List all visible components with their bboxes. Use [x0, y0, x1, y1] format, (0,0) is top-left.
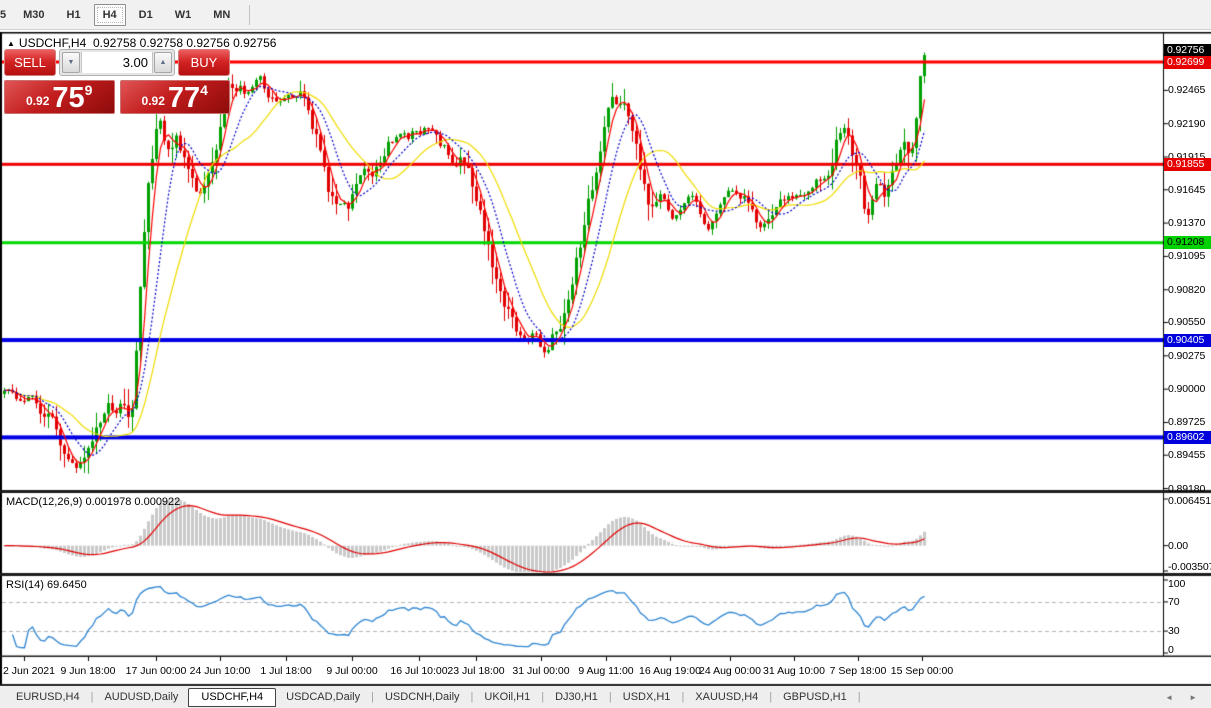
- chart-tab-eurusd[interactable]: EURUSD,H4: [16, 691, 80, 703]
- tab-separator: |: [90, 691, 94, 703]
- sell-price-base: 0.92: [26, 94, 50, 108]
- chart-tab-bar: EURUSD,H4 | AUDUSD,Daily USDCHF,H4 USDCAD,Da…: [0, 686, 1211, 708]
- timeframe-d1-button[interactable]: D1: [138, 8, 153, 21]
- macd-panel-region[interactable]: [0, 493, 1163, 573]
- chart-tab-usdcnh[interactable]: USDCNH,Daily: [384, 691, 460, 703]
- buy-price-base: 0.92: [141, 94, 165, 108]
- chart-header: ▲ USDCHF,H4 0.92758 0.92758 0.92756 0.927…: [7, 36, 276, 50]
- tab-separator: |: [608, 691, 612, 703]
- sell-price-point: 9: [84, 82, 93, 98]
- buy-price-pips: 77: [167, 82, 201, 114]
- tab-separator: |: [541, 691, 545, 703]
- tab-separator: |: [769, 691, 773, 703]
- chart-tab-audusd[interactable]: AUDUSD,Daily: [104, 691, 179, 703]
- chart-tab-usdcad[interactable]: USDCAD,Daily: [286, 691, 361, 703]
- sell-price-tile[interactable]: 0.92 75 9: [4, 80, 115, 114]
- chart-symbol-period: USDCHF,H4: [18, 36, 87, 50]
- rsi-panel-region[interactable]: [0, 576, 1163, 656]
- timeframe-h1-button[interactable]: H1: [66, 8, 81, 21]
- tab-separator: |: [857, 691, 861, 703]
- chart-ohlc-quotes: 0.92758 0.92758 0.92756 0.92756: [92, 36, 277, 50]
- tab-separator: |: [371, 691, 374, 703]
- chart-tab-xauusd[interactable]: XAUUSD,H4: [695, 691, 759, 703]
- volume-input[interactable]: [81, 52, 153, 73]
- buy-price-tile[interactable]: 0.92 77 4: [119, 80, 230, 114]
- timeframe-toolbar: 5 M30 H1 H4 D1 W1 MN: [0, 0, 1211, 30]
- timeframe-w1-button[interactable]: W1: [174, 8, 192, 21]
- chart-tab-gbpusd[interactable]: GBPUSD,H1: [783, 691, 847, 703]
- chart-tab-usdx[interactable]: USDX,H1: [622, 691, 671, 703]
- volume-decrease-button[interactable]: ▼: [62, 52, 80, 73]
- sell-button[interactable]: SELL: [4, 49, 56, 76]
- tab-scroll-right-icon[interactable]: ►: [1189, 692, 1197, 702]
- chevron-up-icon: ▲: [159, 59, 167, 66]
- tab-separator: |: [470, 691, 474, 703]
- one-click-trade-panel: SELL ▼ ▲ BUY 0.92 75 9 0.92 77 4: [4, 49, 230, 114]
- buy-price-point: 4: [200, 82, 208, 98]
- volume-increase-button[interactable]: ▲: [154, 52, 172, 73]
- chart-tabs: EURUSD,H4 | AUDUSD,Daily USDCHF,H4 USDCAD,Da…: [6, 687, 862, 707]
- toolbar-separator: [249, 4, 251, 25]
- tab-scroll-arrows: ◄ ►: [1165, 693, 1197, 702]
- timeframe-5-button[interactable]: 5: [0, 8, 7, 21]
- buy-button[interactable]: BUY: [178, 49, 230, 76]
- collapse-arrow-icon[interactable]: ▲: [7, 39, 15, 48]
- chart-tab-ukoil[interactable]: UKOil,H1: [484, 691, 531, 703]
- sell-price-pips: 75: [52, 82, 85, 114]
- volume-spinner: ▼ ▲: [59, 49, 175, 76]
- tab-scroll-left-icon[interactable]: ◄: [1165, 692, 1174, 702]
- chevron-down-icon: ▼: [67, 59, 75, 66]
- timeframe-h4-button[interactable]: H4: [93, 3, 126, 26]
- trade-panel-controls: SELL ▼ ▲ BUY: [4, 49, 230, 76]
- trade-panel-prices: 0.92 75 9 0.92 77 4: [4, 80, 230, 114]
- timeframe-mn-button[interactable]: MN: [213, 8, 231, 21]
- chart-tab-usdchf[interactable]: USDCHF,H4: [188, 687, 277, 707]
- tab-separator: |: [681, 691, 685, 703]
- chart-tab-dj30[interactable]: DJ30,H1: [555, 691, 598, 703]
- timeframe-m30-button[interactable]: M30: [23, 8, 45, 21]
